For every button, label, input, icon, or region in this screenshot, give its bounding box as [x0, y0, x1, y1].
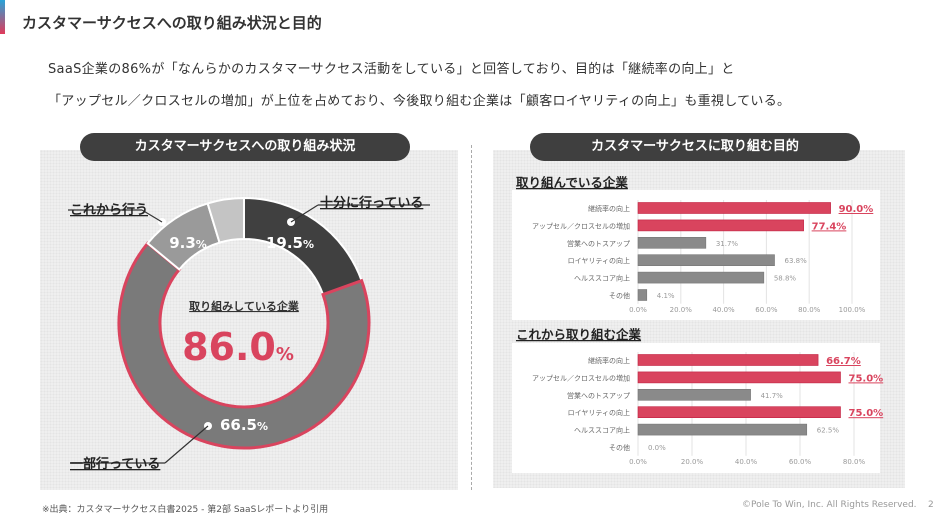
right-header: カスタマーサクセスに取り組む目的: [530, 133, 860, 161]
x-tick-label: 80.0%: [798, 306, 821, 314]
x-tick-label: 60.0%: [755, 306, 778, 314]
bar: [637, 371, 841, 384]
bar: [637, 254, 775, 266]
bar-value-label: 75.0%: [849, 408, 884, 419]
category-label: 継続率の向上: [588, 356, 630, 365]
slice-value: 19.5%: [266, 234, 314, 252]
title-accent-bar: [0, 0, 5, 34]
source-note: ※出典：カスタマーサクセス白書2025 - 第2部 SaaSレポートより引用: [42, 505, 329, 515]
divider: [471, 145, 472, 490]
category-label: ヘルススコア向上: [574, 274, 630, 283]
bar-value-label: 58.8%: [774, 275, 797, 283]
center-label: 取り組みしている企業: [189, 299, 300, 313]
category-label: その他: [609, 291, 630, 300]
bar: [637, 271, 765, 284]
bar-value-label: 62.5%: [817, 427, 840, 435]
bar-value-label: 0.0%: [648, 444, 666, 452]
x-tick-label: 0.0%: [629, 458, 647, 466]
x-tick-label: 0.0%: [629, 306, 647, 314]
donut-slice: [206, 196, 245, 244]
x-tick-label: 80.0%: [843, 458, 866, 466]
bar-value-label: 63.8%: [785, 257, 808, 265]
category-label: その他: [609, 443, 630, 452]
x-tick-label: 40.0%: [735, 458, 758, 466]
bar-chart-title: これから取り組む企業: [516, 327, 642, 342]
category-label: 継続率の向上: [588, 204, 630, 213]
center-value: 86.0%: [182, 325, 294, 369]
donut-slice: [117, 241, 371, 450]
slice-value: 9.3%: [169, 234, 207, 252]
x-tick-label: 20.0%: [681, 458, 704, 466]
leader-line: [290, 204, 319, 223]
x-tick-label: 40.0%: [712, 306, 735, 314]
page-title: カスタマーサクセスへの取り組み状況と目的: [22, 14, 322, 32]
bar-value-label: 77.4%: [812, 221, 847, 232]
bar: [637, 202, 831, 214]
leader-line: [164, 425, 209, 464]
leader-line: [141, 209, 163, 223]
category-label: アップセル／クロスセルの増加: [532, 221, 630, 230]
bar: [637, 237, 707, 249]
bar: [637, 354, 819, 366]
copyright: ©Pole To Win, Inc. All Rights Reserved.: [742, 500, 917, 510]
x-tick-label: 60.0%: [789, 458, 812, 466]
category-label: アップセル／クロスセルの増加: [532, 373, 630, 382]
slice-label: これから行う: [70, 202, 148, 218]
slice-label: 一部行っている: [70, 456, 160, 472]
category-label: 営業へのトスアップ: [567, 391, 630, 400]
x-tick-label: 100.0%: [839, 306, 866, 314]
category-label: 営業へのトスアップ: [567, 239, 630, 248]
bar-value-label: 31.7%: [716, 240, 739, 248]
bar-value-label: 4.1%: [657, 292, 675, 300]
bar: [637, 423, 808, 436]
lead-text-2: 「アップセル／クロスセルの増加」が上位を占めており、今後取り組む企業は「顧客ロイ…: [48, 94, 791, 109]
bar-value-label: 90.0%: [839, 204, 874, 215]
slice-label: 十分に行っている: [320, 195, 423, 211]
category-label: ヘルススコア向上: [574, 426, 630, 435]
bar: [637, 219, 804, 232]
slice-value: 66.5%: [220, 416, 268, 434]
left-header: カスタマーサクセスへの取り組み状況: [80, 133, 410, 161]
bar-value-label: 41.7%: [761, 392, 784, 400]
category-label: ロイヤリティの向上: [568, 256, 630, 265]
bar: [637, 388, 751, 401]
bar: [637, 289, 648, 301]
lead-text-1: SaaS企業の86%が「なんらかのカスタマーサクセス活動をしている」と回答してお…: [48, 62, 735, 77]
page-number: 2: [928, 500, 934, 510]
x-tick-label: 20.0%: [670, 306, 693, 314]
bar-value-label: 66.7%: [826, 356, 861, 367]
category-label: ロイヤリティの向上: [568, 408, 630, 417]
bar: [637, 406, 841, 419]
bar-value-label: 75.0%: [849, 373, 884, 384]
bar-chart-title: 取り組んでいる企業: [516, 175, 628, 190]
